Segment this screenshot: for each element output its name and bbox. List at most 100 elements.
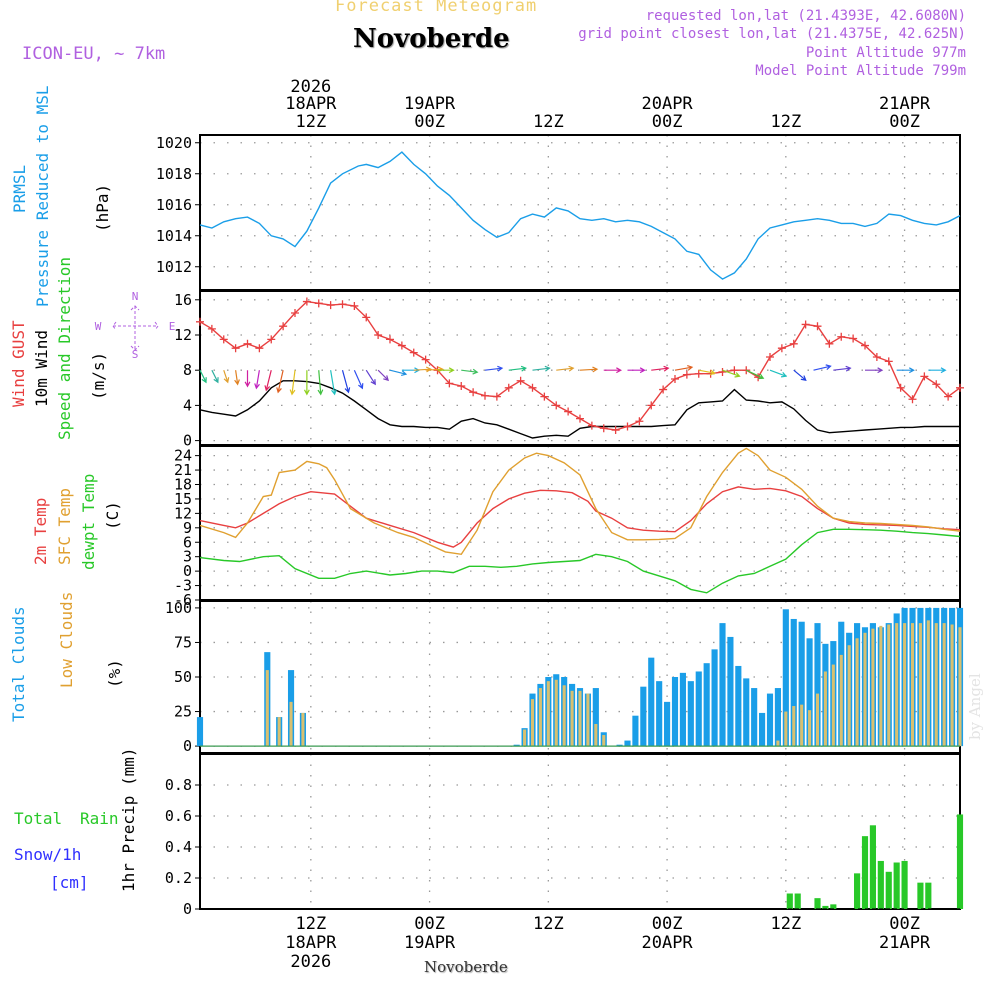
gust-point: [528, 383, 537, 392]
rain-bar: [877, 860, 884, 909]
low-cloud-bar: [871, 628, 875, 747]
wind-direction-arrow: [865, 367, 884, 374]
low-cloud-bar: [855, 638, 859, 747]
rain-bar: [925, 882, 932, 909]
total-cloud-bar: [806, 638, 813, 747]
gust-point: [374, 331, 383, 339]
chart-title: Novoberde: [353, 24, 510, 54]
gust-point: [599, 424, 608, 433]
y-tick-label: 0: [183, 432, 192, 450]
wind-direction-arrow: [461, 368, 479, 375]
total-cloud-bar: [196, 717, 204, 747]
gust-point: [730, 366, 739, 375]
total-cloud-bar: [782, 609, 789, 747]
y-tick-label: 0.6: [165, 807, 192, 825]
gust-point: [397, 341, 406, 350]
low-cloud-bar: [950, 624, 954, 747]
point-altitude: Point Altitude 977m: [805, 45, 966, 61]
low-cloud-bar: [958, 627, 962, 747]
low-cloud-bar: [530, 699, 535, 747]
bottom-hour-label: 12Z: [770, 914, 801, 934]
y-tick-label: 21: [174, 461, 192, 479]
panel-frame: [199, 753, 961, 910]
gust-point: [314, 299, 323, 308]
wind-direction-arrow: [264, 370, 272, 392]
total-cloud-bar: [735, 665, 742, 747]
total-cloud-bar: [671, 677, 679, 747]
top-hour-label: 00Z: [889, 112, 920, 132]
rain-bar: [893, 862, 900, 909]
total-cloud-bar: [648, 657, 655, 747]
wind-10m-line: [199, 380, 960, 439]
rain-bar: [794, 893, 801, 909]
label-wind-gust: Wind GUST: [9, 320, 28, 407]
low-cloud-bar: [523, 729, 527, 747]
total-cloud-bar: [687, 681, 694, 747]
total-cloud-bar: [790, 618, 797, 747]
top-hour-label: 12Z: [295, 112, 326, 132]
bottom-date-label: 20APR: [641, 933, 693, 953]
low-cloud-bar: [831, 664, 835, 747]
gust-point: [302, 297, 311, 306]
gust-point: [267, 335, 276, 344]
label-cm: [cm]: [50, 873, 89, 892]
compass-icon: [112, 305, 159, 351]
y-tick-label: 50: [174, 668, 192, 686]
wind-direction-arrow: [330, 370, 337, 396]
gust-point: [350, 301, 359, 310]
chart-subtitle: Forecast Meteogram: [335, 0, 538, 16]
wind-direction-arrow: [223, 370, 230, 384]
wind-direction-arrow: [234, 370, 240, 386]
total-cloud-bar: [695, 671, 702, 747]
wind-direction-arrow: [674, 365, 694, 371]
gust-point: [789, 339, 798, 348]
low-cloud-bar: [808, 710, 812, 747]
wind-direction-arrow: [365, 369, 376, 386]
wind-direction-arrow: [603, 367, 623, 374]
top-date-label: 18APR: [285, 94, 337, 114]
rain-bar: [861, 836, 869, 909]
wind-direction-arrow: [353, 369, 364, 390]
gust-point: [326, 301, 335, 310]
gust-point: [481, 391, 489, 400]
low-cloud-bar: [910, 623, 915, 747]
y-tick-label: 1018: [156, 165, 192, 183]
low-cloud-bar: [839, 654, 843, 747]
wind-direction-arrow: [289, 370, 296, 396]
gust-point: [718, 367, 727, 376]
wind-direction-arrow: [413, 366, 432, 373]
bottom-date-label: 19APR: [404, 933, 456, 953]
bottom-hour-label: 00Z: [414, 914, 445, 934]
y-tick-label: 18: [174, 476, 192, 494]
bottom-year-label: 2026: [290, 952, 331, 972]
bottom-hour-label: 00Z: [652, 914, 683, 934]
y-tick-label: 0: [183, 737, 192, 755]
y-tick-label: 6: [183, 533, 192, 551]
gust-point: [694, 369, 703, 378]
gust-point: [587, 421, 596, 430]
label-10m-wind: 10m Wind: [32, 330, 51, 407]
total-cloud-bar: [664, 701, 671, 747]
label-hpa: (hPa): [93, 184, 112, 232]
bottom-hour-label: 00Z: [889, 914, 920, 934]
low-cloud-bar: [586, 693, 590, 747]
top-hour-label: 12Z: [770, 112, 801, 132]
label-total: Total: [14, 809, 62, 828]
y-tick-label: 1016: [156, 196, 192, 214]
wind-direction-arrow: [813, 364, 832, 371]
wind-direction-arrow: [276, 370, 284, 394]
top-hour-label: 12Z: [533, 112, 564, 132]
gust-point: [231, 344, 240, 353]
low-cloud-bar: [301, 712, 305, 747]
low-cloud-bar: [879, 625, 883, 747]
rain-bar: [814, 898, 821, 909]
rain-bar: [917, 882, 924, 909]
gust-point: [682, 370, 691, 379]
gust-point: [504, 383, 513, 392]
y-tick-label: 0.4: [165, 838, 192, 856]
wind-direction-arrow: [254, 370, 260, 390]
top-year-label: 2026: [290, 77, 331, 97]
wind-direction-arrow: [244, 370, 251, 388]
wind-direction-arrow: [896, 367, 915, 374]
gust-point: [611, 426, 620, 435]
